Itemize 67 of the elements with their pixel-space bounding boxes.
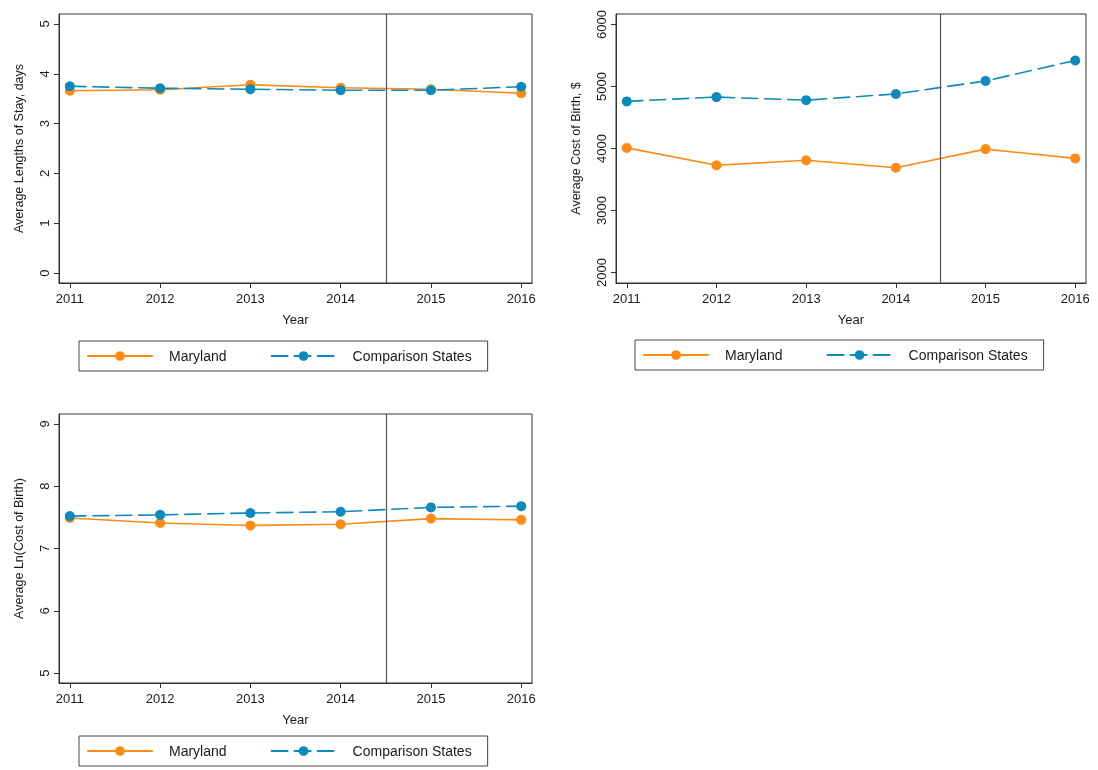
legend-label: Comparison States	[352, 743, 472, 759]
point	[1070, 153, 1081, 164]
x-tick-label: 2014	[326, 691, 356, 706]
y-tick-label: 2000	[594, 258, 609, 287]
x-tick-label: 2015	[971, 291, 1000, 306]
x-tick-label: 2016	[506, 691, 536, 706]
x-tick-label: 2012	[145, 291, 175, 306]
y-tick-label: 2	[37, 169, 52, 178]
y-tick-label: 5000	[594, 72, 609, 101]
x-tick-label: 2011	[55, 691, 84, 706]
y-tick-label: 5	[37, 669, 52, 677]
point	[1070, 55, 1081, 66]
legend-label: Comparison States	[352, 348, 472, 364]
y-tick-label: 0	[37, 269, 52, 277]
legend-label: Maryland	[169, 743, 227, 759]
point	[980, 75, 991, 86]
point	[711, 92, 722, 103]
y-tick-label: 6	[37, 607, 52, 615]
x-axis-title: Year	[282, 312, 310, 327]
x-tick-label: 2013	[235, 291, 265, 306]
point	[516, 501, 527, 512]
y-tick-label: 4	[37, 70, 52, 78]
point	[801, 155, 812, 166]
x-axis-title: Year	[282, 712, 310, 727]
x-tick-label: 2011	[612, 291, 641, 306]
x-tick-label: 2014	[881, 291, 911, 306]
point	[516, 514, 527, 525]
y-tick-label: 4000	[594, 134, 609, 163]
legend-label: Maryland	[169, 348, 227, 364]
point	[335, 519, 346, 530]
x-tick-label: 2015	[416, 691, 446, 706]
point	[890, 162, 901, 173]
point	[801, 95, 812, 106]
x-axis-title: Year	[837, 312, 865, 327]
y-tick-label: 8	[37, 482, 52, 490]
y-tick-label: 1	[37, 219, 52, 227]
legend-label: Comparison States	[908, 347, 1028, 363]
y-axis-title: Average Cost of Birth, $	[568, 82, 583, 215]
point	[425, 502, 436, 513]
x-tick-label: 2014	[326, 291, 356, 306]
legend-label: Maryland	[725, 347, 783, 363]
y-axis-title: Average Lengths of Stay, days	[11, 63, 26, 234]
point	[155, 509, 166, 520]
point	[245, 520, 256, 531]
y-tick-label: 7	[37, 544, 52, 553]
x-tick-label: 2016	[506, 291, 536, 306]
point	[980, 144, 991, 155]
x-tick-label: 2012	[145, 691, 175, 706]
y-tick-label: 9	[37, 420, 52, 428]
x-tick-label: 2016	[1060, 291, 1090, 306]
point	[425, 513, 436, 524]
x-tick-label: 2015	[416, 291, 446, 306]
y-tick-label: 6000	[594, 10, 609, 39]
point	[245, 508, 256, 518]
x-tick-label: 2011	[55, 291, 84, 306]
y-tick-label: 3000	[594, 196, 609, 225]
x-tick-label: 2013	[235, 691, 265, 706]
point	[621, 142, 632, 153]
y-axis-title: Average Ln(Cost of Birth)	[11, 478, 26, 619]
point	[890, 88, 901, 99]
y-tick-label: 3	[37, 119, 52, 128]
x-tick-label: 2013	[791, 291, 821, 306]
point	[711, 160, 722, 171]
point	[621, 96, 632, 107]
point	[335, 506, 346, 517]
y-tick-label: 5	[37, 20, 52, 28]
x-tick-label: 2012	[702, 291, 731, 306]
